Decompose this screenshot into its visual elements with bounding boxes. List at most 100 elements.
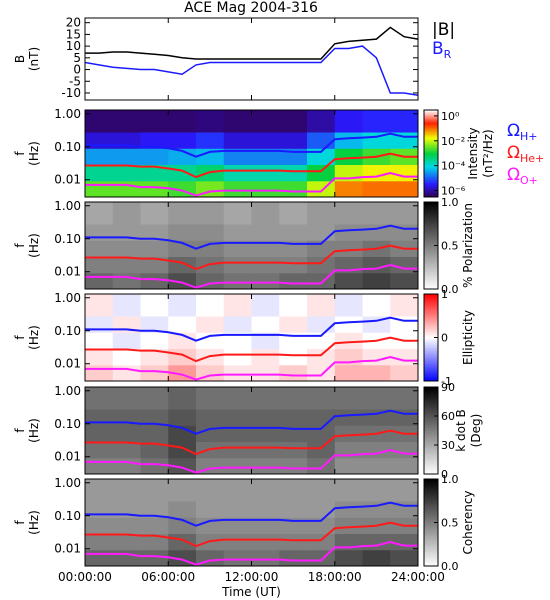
colorbar-swatch <box>424 262 438 265</box>
colorbar-swatch <box>424 212 438 214</box>
y-tick-label: 0.10 <box>54 140 81 154</box>
heatmap-cell <box>140 132 169 149</box>
heatmap-cell <box>223 132 252 149</box>
colorbar-swatch <box>424 118 438 121</box>
heatmap-cell <box>112 517 141 534</box>
heatmap-cell <box>362 364 391 381</box>
y-tick-label: 0.01 <box>54 265 81 279</box>
heatmap-cell <box>223 387 252 410</box>
heatmap-cell <box>223 180 252 197</box>
colorbar-swatch <box>424 450 438 453</box>
colorbar-swatch <box>424 202 438 204</box>
colorbar-swatch <box>424 159 438 162</box>
colorbar-swatch <box>424 469 438 472</box>
colorbar-swatch <box>424 255 438 258</box>
heatmap-cell <box>112 425 141 442</box>
colorbar-swatch <box>424 215 438 217</box>
heatmap-cell <box>362 110 391 133</box>
legend-subscript: R <box>444 48 452 61</box>
colorbar-swatch <box>424 128 438 131</box>
heatmap-cell <box>223 148 252 165</box>
colorbar-swatch <box>424 521 438 523</box>
y-tick-label: 15 <box>66 27 81 41</box>
colorbar-swatch <box>424 327 438 330</box>
colorbar-swatch <box>424 340 438 343</box>
heatmap-cell <box>140 425 169 442</box>
heatmap-cell <box>112 164 141 182</box>
heatmap-cell <box>168 240 197 257</box>
heatmap-cell <box>168 316 197 333</box>
colorbar-swatch <box>424 223 438 226</box>
colorbar-swatch <box>424 299 438 302</box>
colorbar-swatch <box>424 182 438 185</box>
colorbar-swatch <box>424 273 438 275</box>
legend-label: BR <box>432 39 452 61</box>
heatmap-cell <box>112 364 141 381</box>
heatmap-cell <box>223 479 252 502</box>
colorbar-swatch <box>424 492 438 494</box>
heatmap-cell <box>334 148 363 165</box>
heatmap-cell <box>85 256 114 274</box>
heatmap-cell <box>223 409 252 426</box>
heatmap-cell <box>112 387 141 410</box>
heatmap-cell <box>307 348 336 366</box>
heatmap-cell <box>279 110 308 133</box>
y-tick-label: 0.10 <box>54 324 81 338</box>
y-axis-unit: (Hz) <box>27 233 41 258</box>
heatmap-cell <box>307 224 336 241</box>
colorbar-swatch <box>424 179 438 182</box>
heatmap-cell <box>307 441 336 459</box>
colorbar-swatch <box>424 490 438 493</box>
y-tick-label: -5 <box>69 74 81 88</box>
colorbar-tick-label: 0.0 <box>441 560 459 573</box>
legend-subscript: H+ <box>520 130 538 143</box>
heatmap-cell <box>251 533 280 551</box>
colorbar-tick-label: 10⁰ <box>441 110 460 123</box>
colorbar-swatch <box>424 172 438 175</box>
heatmap-cell <box>168 110 197 133</box>
heatmap-cell <box>251 272 280 289</box>
colorbar-swatch <box>424 124 438 127</box>
y-tick-label: 0.01 <box>54 173 81 187</box>
heatmap-cell <box>168 479 197 502</box>
heatmap-cell <box>390 272 418 289</box>
colorbar-swatch <box>424 401 438 404</box>
colorbar-swatch <box>424 143 438 146</box>
colorbar-swatch <box>424 209 438 212</box>
colorbar-label: k dot B <box>454 409 468 451</box>
heatmap-cell <box>390 479 418 502</box>
heatmap-cell <box>140 164 169 182</box>
colorbar-swatch <box>424 433 438 436</box>
heatmap-cell <box>223 332 252 349</box>
colorbar-swatch <box>424 170 438 173</box>
heatmap-cell <box>223 348 252 366</box>
y-tick-label: 0.10 <box>54 417 81 431</box>
colorbar-swatch <box>424 430 438 433</box>
heatmap-cell <box>307 132 336 149</box>
colorbar-swatch <box>424 513 438 516</box>
x-tick-label: 24:00:00 <box>391 570 445 584</box>
colorbar-swatch <box>424 284 438 287</box>
colorbar-swatch <box>424 280 438 283</box>
plot-area <box>85 479 418 566</box>
heatmap-cell <box>168 202 197 225</box>
colorbar-swatch <box>424 443 438 446</box>
colorbar-swatch <box>424 480 438 483</box>
colorbar-swatch <box>424 352 438 354</box>
colorbar-swatch <box>424 387 438 389</box>
colorbar-swatch <box>424 267 438 270</box>
heatmap-cell <box>140 479 169 502</box>
heatmap-cell <box>390 202 418 225</box>
gyrofrequency-line <box>85 521 418 548</box>
colorbar-frame <box>423 109 439 198</box>
heatmap-cell <box>196 425 225 442</box>
colorbar-swatch <box>424 334 438 337</box>
colorbar-swatch <box>424 442 438 444</box>
heatmap-cell <box>85 479 114 502</box>
x-tick-label: 06:00:00 <box>141 570 195 584</box>
colorbar-swatch <box>424 150 438 153</box>
gyrofrequency-line <box>85 501 418 527</box>
heatmap-cell <box>85 164 114 182</box>
colorbar-swatch <box>424 321 438 324</box>
